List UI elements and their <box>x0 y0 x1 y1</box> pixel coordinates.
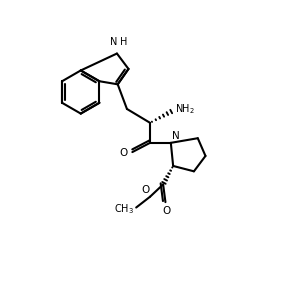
Text: N: N <box>110 37 118 47</box>
Text: H: H <box>120 37 127 47</box>
Text: N: N <box>171 131 179 141</box>
Text: O: O <box>119 148 128 158</box>
Text: CH$_3$: CH$_3$ <box>114 202 134 216</box>
Text: NH$_2$: NH$_2$ <box>175 102 195 116</box>
Text: O: O <box>163 206 171 216</box>
Text: O: O <box>141 185 149 195</box>
